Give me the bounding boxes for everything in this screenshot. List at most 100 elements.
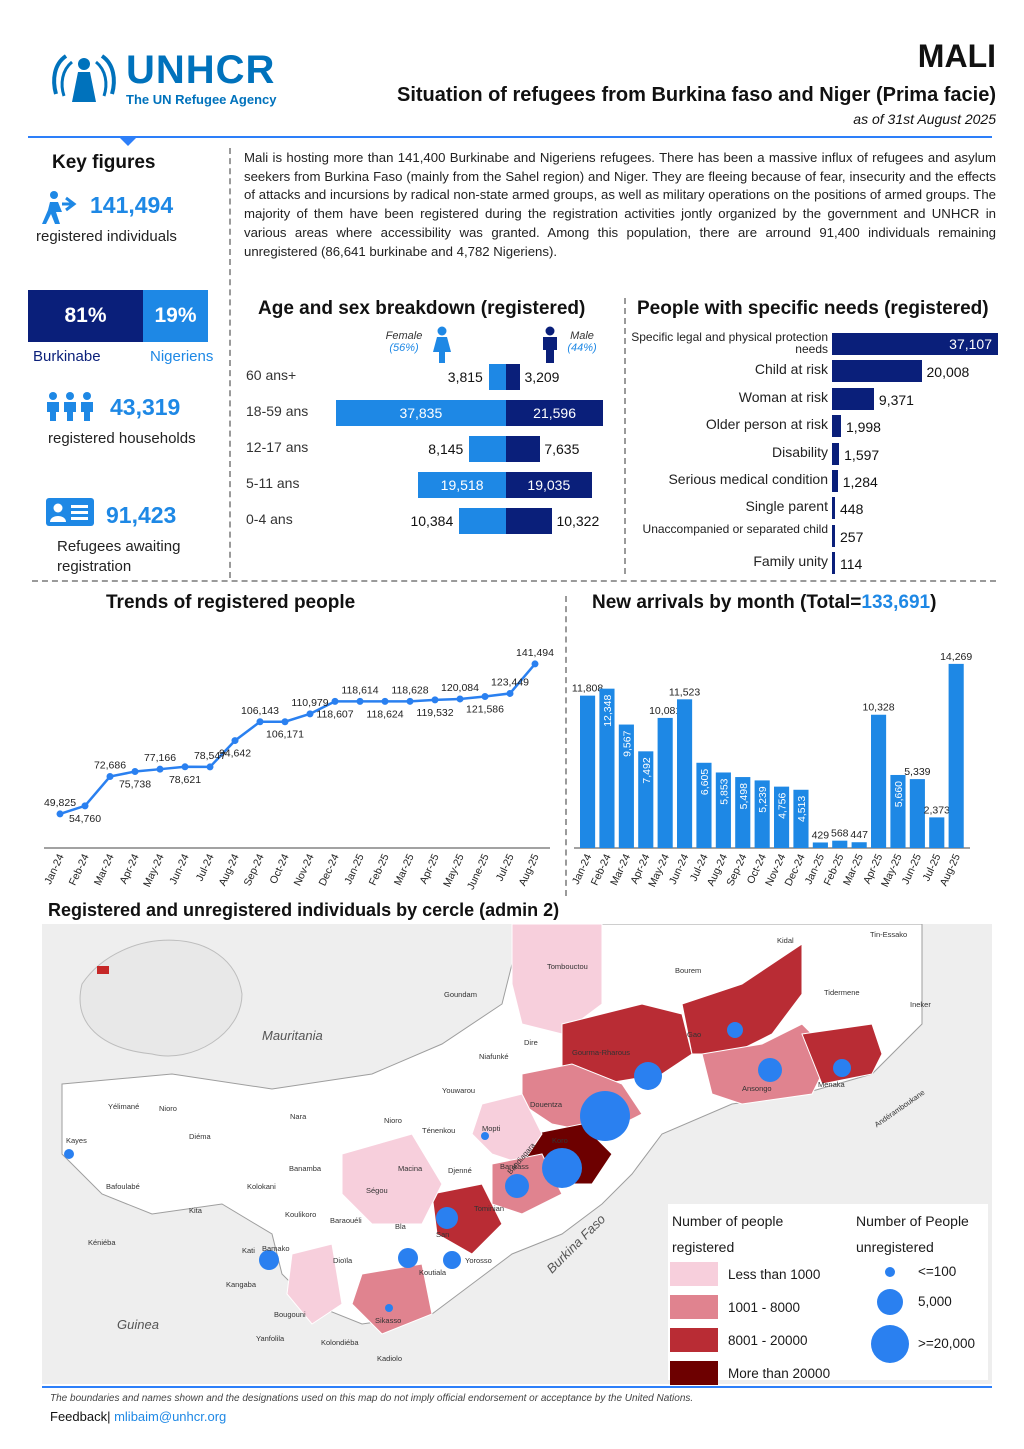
- trend-value-label: 106,171: [266, 729, 304, 741]
- map-place-label: Tominian: [474, 1204, 505, 1213]
- burkinabe-segment: 81%: [28, 290, 143, 342]
- trend-value-label: 119,532: [416, 707, 453, 719]
- arrivals-title-text: New arrivals by month (Total=: [592, 592, 862, 613]
- arrivals-bar: [909, 779, 925, 848]
- female-bar: [488, 364, 506, 390]
- arrivals-value-label: 6,605: [699, 769, 711, 795]
- trend-value-label: 118,607: [316, 708, 353, 720]
- trend-point: [356, 697, 364, 705]
- label-guinea: Guinea: [117, 1317, 159, 1332]
- report-date: as of 31st August 2025: [853, 111, 996, 127]
- arrivals-value-label: 7,492: [641, 757, 653, 783]
- report-subtitle: Situation of refugees from Burkina faso …: [396, 84, 996, 106]
- map-place-label: Nioro: [384, 1116, 402, 1125]
- awaiting-registration-value: 91,423: [106, 502, 177, 528]
- trend-value-label: 106,143: [241, 705, 279, 717]
- legend-swatch: [670, 1262, 718, 1286]
- map-place-label: Dire: [524, 1038, 538, 1047]
- need-value: 1,597: [844, 446, 880, 463]
- male-bar: 21,596: [506, 400, 604, 426]
- nigeriens-label: Nigeriens: [150, 348, 214, 365]
- awaiting-registration-label: Refugees awaiting registration: [57, 538, 181, 575]
- arrivals-bar: [774, 786, 790, 848]
- inset-globe: [79, 939, 243, 1057]
- need-bar: [832, 524, 835, 547]
- registered-individuals-label: registered individuals: [36, 228, 177, 245]
- legend-registered-label: 1001 - 8000: [728, 1300, 801, 1315]
- legend-bubble: [885, 1267, 895, 1277]
- arrivals-bar: [948, 663, 964, 848]
- trend-tick-label: Jul-25: [494, 852, 517, 883]
- trend-tick-label: Jan-24: [42, 852, 67, 886]
- need-bar: [832, 442, 840, 465]
- map-place-label: Gourma-Rharous: [572, 1048, 630, 1057]
- female-label: Female: [385, 330, 423, 342]
- female-value: 37,835: [399, 405, 443, 421]
- bubble-san: [436, 1207, 458, 1229]
- households-icon: [47, 392, 93, 421]
- trend-tick-label: May-25: [441, 852, 467, 889]
- legend-registered-title: Number of people registered: [672, 1213, 784, 1255]
- arrivals-bar-chart: 11,808Jan-2412,348Feb-249,567Mar-247,492…: [570, 651, 973, 889]
- legend-registered-label: Less than 1000: [728, 1267, 821, 1282]
- trend-point: [281, 718, 289, 726]
- trend-point: [506, 689, 514, 697]
- legend-unregistered-title: Number of People unregistered: [856, 1213, 969, 1255]
- nigeriens-segment: 19%: [143, 290, 208, 342]
- arrivals-value-label: 14,269: [940, 651, 972, 663]
- cercle-map[interactable]: Mauritania Guinea Burkina Faso Tomboucto…: [42, 924, 992, 1384]
- map-place-label: Kéniéba: [88, 1238, 116, 1247]
- trend-point: [406, 697, 414, 705]
- trend-tick-label: Mar-24: [92, 852, 117, 887]
- need-value: 9,371: [878, 391, 914, 408]
- trend-point: [331, 697, 339, 705]
- arrivals-bar: [599, 688, 615, 848]
- trend-value-label: 141,494: [516, 647, 554, 659]
- bubble-menaka: [833, 1059, 851, 1077]
- map-place-label: Djenné: [448, 1166, 472, 1175]
- legend-swatch: [670, 1361, 718, 1385]
- arrivals-bar: [871, 714, 887, 848]
- female-bar: 19,518: [418, 472, 506, 498]
- arrivals-value-label: 5,498: [738, 783, 750, 809]
- arrivals-bar: [638, 751, 654, 848]
- trend-point: [481, 692, 489, 700]
- legend-unregistered-label: >=20,000: [918, 1336, 976, 1351]
- need-bar: [832, 387, 874, 410]
- arrivals-bar: [832, 840, 848, 848]
- trend-tick-label: Jan-25: [342, 852, 367, 886]
- region-segou: [341, 1133, 443, 1225]
- male-value: 19,035: [527, 477, 571, 493]
- age-label: 60 ans+: [246, 367, 297, 383]
- female-bar: [469, 436, 506, 462]
- trend-value-label: 120,084: [441, 682, 479, 694]
- need-bar: [832, 415, 841, 438]
- need-label: Serious medical condition: [668, 471, 828, 487]
- female-value: 3,815: [447, 369, 483, 385]
- arrivals-value-label: 5,660: [893, 781, 905, 807]
- trend-value-label: 121,586: [466, 703, 504, 715]
- trend-tick-label: Jun-24: [167, 852, 192, 886]
- arrivals-bar: [929, 817, 945, 848]
- male-bar: [506, 508, 553, 534]
- trend-value-label: 78,547: [194, 750, 226, 762]
- male-legend: Male (44%): [562, 330, 602, 354]
- feedback-email-link[interactable]: mlibaim@unhcr.org: [114, 1409, 227, 1424]
- arrivals-value-label: 568: [831, 828, 849, 840]
- need-value: 1,284: [842, 474, 878, 490]
- trend-value-label: 123,449: [491, 676, 529, 688]
- map-place-label: Bafoulabé: [106, 1182, 140, 1191]
- map-title: Registered and unregistered individuals …: [48, 900, 560, 920]
- need-bar: [832, 497, 835, 520]
- need-bar: 37,107: [832, 333, 998, 355]
- trend-value-label: 77,166: [144, 752, 176, 764]
- bubble-koutiala: [398, 1248, 418, 1268]
- map-place-label: Tombouctou: [547, 962, 588, 971]
- age-sex-title: Age and sex breakdown (registered): [258, 298, 586, 319]
- bubble-ansongo: [758, 1058, 782, 1082]
- map-place-label: Baraouéli: [330, 1216, 362, 1225]
- bubble-douentza: [580, 1091, 630, 1141]
- legend-registered-label: 8001 - 20000: [728, 1333, 808, 1348]
- bubble-mopti: [481, 1132, 489, 1140]
- trend-value-label: 118,624: [366, 708, 403, 720]
